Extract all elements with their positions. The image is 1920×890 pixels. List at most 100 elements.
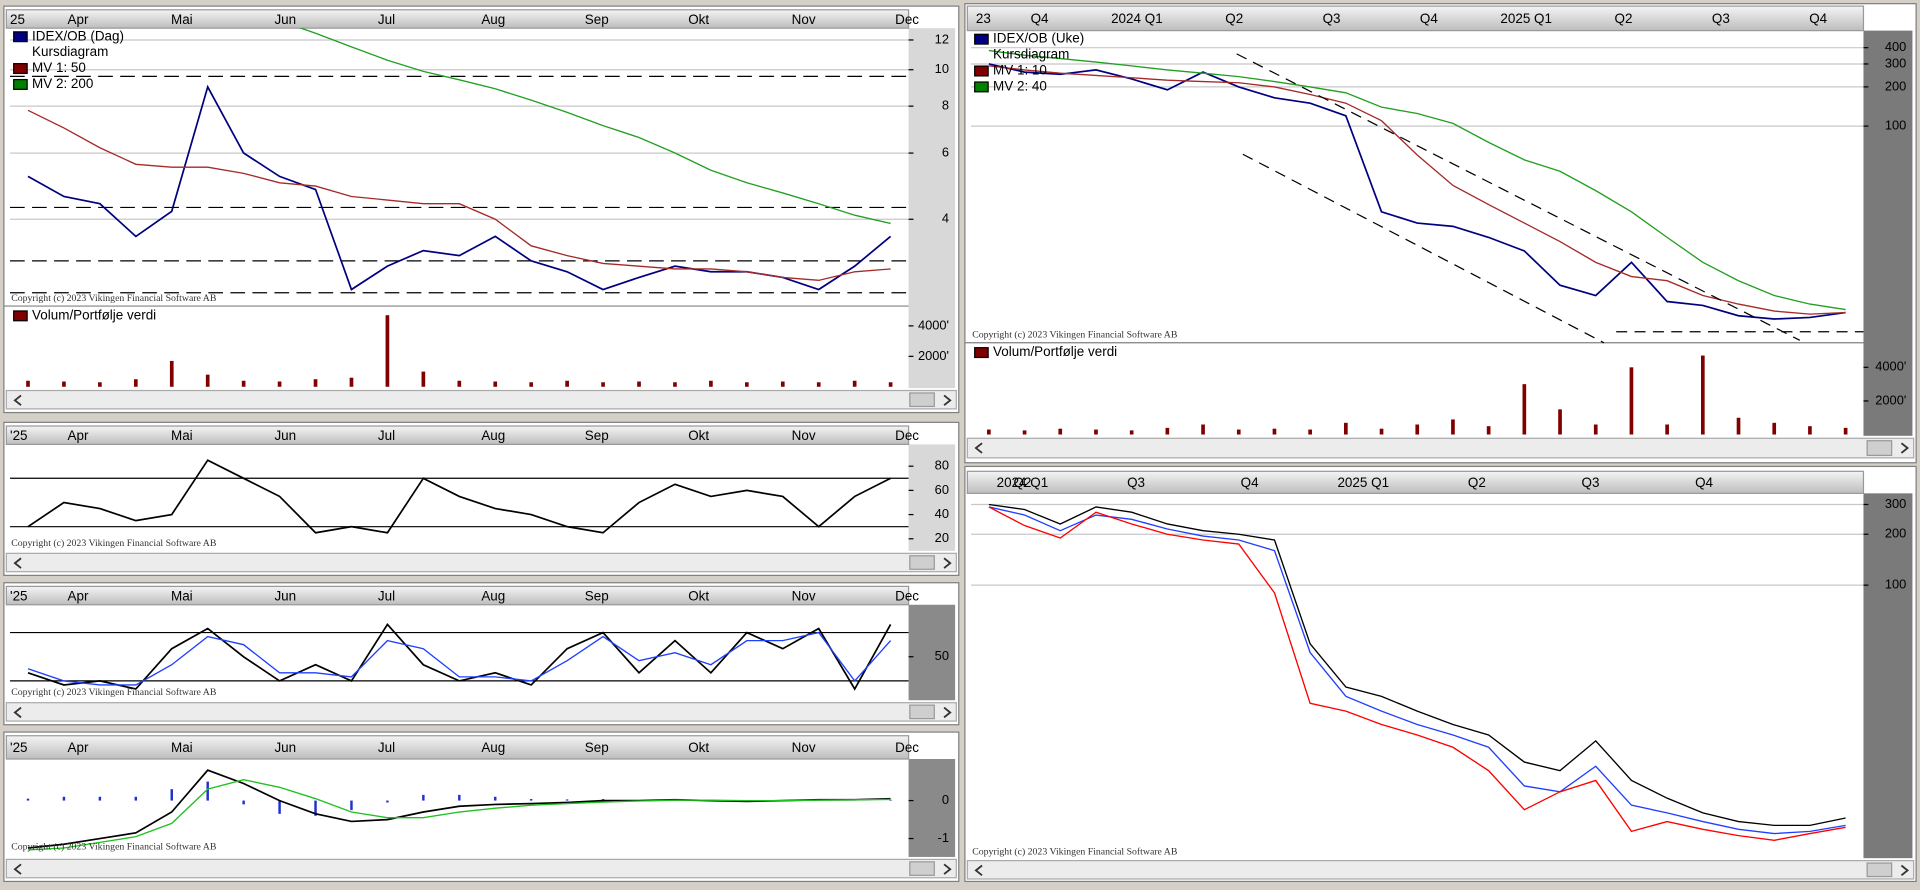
time-label: 2025 Q1 (1500, 11, 1552, 26)
scroll-thumb (1866, 440, 1893, 457)
time-label: Q2 (1013, 475, 1031, 490)
legend-swatch (13, 31, 28, 43)
volume-bar (241, 380, 246, 387)
volume-bar (26, 380, 30, 387)
scroll-left[interactable] (13, 706, 22, 719)
series-line (27, 459, 891, 534)
panel-frame (3, 421, 960, 576)
time-label: Mai (171, 588, 193, 603)
legend-swatch (974, 81, 989, 93)
scroll-left[interactable] (13, 557, 22, 569)
scroll-right[interactable] (943, 394, 952, 406)
volume-bar (1451, 419, 1455, 435)
volume-bar (313, 379, 318, 387)
price-plot (971, 47, 1864, 320)
scroll-right[interactable] (1900, 864, 1910, 877)
scroll-right[interactable] (1900, 442, 1910, 454)
histogram-bar (529, 799, 533, 801)
volume-bar (493, 381, 498, 387)
copyright: Copyright (c) 2023 Vikingen Financial So… (11, 538, 217, 549)
volume-bar (673, 382, 677, 387)
legend-label: IDEX/OB (Uke) (993, 31, 1084, 46)
scroll-left[interactable] (974, 442, 983, 454)
y-tick-label: 60 (935, 482, 949, 497)
volume-bar (1843, 427, 1848, 435)
time-label: 25 (10, 12, 25, 27)
price-plot (10, 623, 909, 691)
volume-bar (133, 379, 138, 387)
panel-frame (964, 465, 1917, 883)
time-label: Q2 (1615, 11, 1633, 26)
scroll-thumb (909, 555, 935, 570)
copyright: Copyright (c) 2023 Vikingen Financial So… (11, 841, 217, 852)
series-line (988, 65, 1846, 315)
time-label: Q4 (1420, 11, 1438, 26)
series-line (988, 503, 1846, 827)
time-label: Mai (171, 740, 193, 755)
scroll-left[interactable] (13, 394, 22, 406)
scroll-right[interactable] (943, 557, 952, 569)
panel-frame (964, 3, 1917, 464)
histogram-bar (278, 800, 281, 814)
time-label: Dec (895, 740, 919, 755)
volume-bar (1344, 422, 1348, 435)
time-header (5, 735, 910, 760)
scroll-left[interactable] (974, 864, 983, 877)
y-tick-label: 40 (935, 506, 949, 521)
legend-swatch (974, 33, 989, 45)
scrollbar (966, 860, 1915, 880)
scroll-right[interactable] (943, 863, 952, 875)
time-label: Mai (171, 12, 193, 27)
y-tick-label: 10 (935, 61, 949, 76)
time-label: Dec (895, 12, 919, 27)
histogram-bar (170, 789, 173, 801)
legend-label: MV 1: 50 (32, 60, 86, 75)
series-line (27, 109, 891, 282)
price-plot (26, 769, 892, 851)
series-line (27, 631, 892, 686)
y-tick-label: 80 (935, 458, 949, 473)
y-tick-label: 4000' (918, 317, 949, 332)
time-label: Jun (274, 428, 296, 443)
volume-bar (1665, 424, 1669, 435)
time-label: Jun (274, 12, 296, 27)
volume-bar (1022, 430, 1027, 435)
y-tick-label: 100 (1885, 577, 1906, 592)
time-label: Okt (688, 12, 709, 27)
histogram-bar (62, 796, 66, 801)
price-plot (10, 459, 909, 534)
axis-column (908, 28, 956, 389)
volume-bar (1593, 424, 1598, 435)
series-line (988, 63, 1846, 320)
legend-swatch (974, 65, 989, 77)
time-label: Okt (688, 740, 709, 755)
panel-frame (3, 5, 960, 414)
legend-swatch (13, 78, 28, 90)
histogram-bar (565, 799, 569, 801)
copyright: Copyright (c) 2023 Vikingen Financial So… (11, 687, 217, 698)
time-label: '25 (10, 428, 28, 443)
volume-plot (987, 355, 1848, 435)
panel-frame (3, 582, 960, 726)
time-label: Q3 (1712, 11, 1730, 26)
volume-bar (601, 382, 605, 387)
histogram-bar (134, 796, 138, 801)
legend-label: IDEX/OB (Dag) (32, 28, 124, 43)
scroll-right[interactable] (943, 706, 952, 719)
scrollbar (5, 858, 957, 879)
time-label: Nov (792, 428, 816, 443)
volume-bar (169, 360, 174, 387)
histogram-bar (350, 800, 353, 811)
scroll-left[interactable] (13, 863, 22, 875)
volume-bar (529, 382, 534, 387)
volume-bar (1129, 430, 1134, 435)
time-label: Dec (895, 588, 919, 603)
volume-bar (62, 381, 66, 387)
series-line (27, 769, 891, 849)
volume-bar (205, 374, 210, 387)
volume-bar (1486, 426, 1491, 435)
histogram-bar (314, 800, 317, 816)
volume-bar (1272, 428, 1277, 435)
